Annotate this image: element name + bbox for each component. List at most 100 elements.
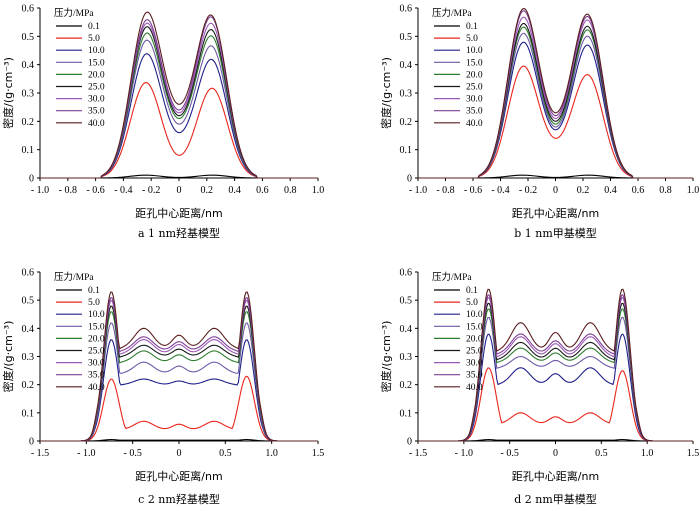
series-line-35.0: [40, 16, 318, 179]
x-tick-label: - 1.0: [77, 448, 95, 459]
legend-title: 压力/MPa: [432, 7, 472, 19]
x-tick-label: 1.5: [312, 448, 325, 459]
y-tick-label: 0.6: [22, 268, 35, 279]
legend-entry: 40.0: [466, 119, 483, 129]
legend-entry: 15.0: [466, 58, 483, 68]
y-axis-label: 密度/(g·cm⁻³): [1, 321, 15, 393]
series-line-15.0: [418, 316, 693, 442]
x-tick-label: - 1.5: [31, 448, 49, 459]
x-tick-label: 1.0: [687, 185, 700, 196]
y-tick-label: 0.4: [22, 324, 35, 335]
x-tick-label: - 0.8: [59, 185, 77, 196]
legend-entry: 10.0: [466, 46, 483, 56]
x-tick-label: 0.5: [595, 448, 608, 459]
y-tick-label: 0.5: [400, 296, 413, 307]
y-tick-label: 0.6: [400, 4, 413, 15]
chart-panel-b: 0 0.1 0.2 0.3 0.4 0.5 0.6 - 1.0 - 0.8 - 0.6 - 0.4-…: [379, 4, 699, 241]
legend-entry: 30.0: [88, 359, 105, 369]
legend-entry: 0.1: [466, 286, 478, 296]
y-tick-label: 0.2: [22, 380, 35, 391]
series-line-20.0: [40, 32, 318, 179]
panel-caption: d 2 nm甲基模型: [514, 492, 597, 506]
x-tick-label: - 0.8: [436, 185, 454, 196]
y-tick-label: 0.4: [400, 324, 413, 335]
x-tick-label: 0.8: [659, 185, 672, 196]
series-line-25.0: [418, 302, 693, 442]
y-tick-label: 0.2: [400, 117, 413, 128]
y-tick-label: 0.1: [400, 408, 413, 419]
y-tick-label: 0.3: [22, 89, 35, 100]
legend-entry: 30.0: [466, 95, 483, 105]
legend-entry: 35.0: [88, 371, 105, 381]
y-tick-label: 0.2: [22, 117, 35, 128]
x-tick-label: - 0.6: [86, 185, 104, 196]
legend-title: 压力/MPa: [54, 7, 94, 19]
legend-entry: 35.0: [466, 107, 483, 117]
y-tick-label: 0.1: [400, 145, 413, 156]
y-tick-label: 0: [29, 437, 34, 448]
series-line-15.0: [40, 322, 318, 442]
x-tick-label: - 0.2: [519, 185, 537, 196]
legend-entry: 15.0: [466, 322, 483, 332]
y-tick-label: 0.4: [400, 60, 413, 71]
y-tick-label: 0.2: [400, 380, 413, 391]
x-tick-label: 0.6: [632, 185, 645, 196]
series-line-35.0: [40, 297, 318, 442]
y-tick-label: 0.5: [22, 32, 35, 43]
y-tick-label: 0.1: [22, 145, 35, 156]
x-tick-label: - 0.5: [500, 448, 518, 459]
legend-entry: 0.1: [466, 22, 478, 32]
legend-entry: 0.1: [88, 22, 100, 32]
x-tick-label: 0.5: [219, 448, 232, 459]
legend-entry: 40.0: [88, 119, 105, 129]
panel-caption: c 2 nm羟基模型: [138, 492, 220, 506]
series-line-35.0: [418, 10, 693, 179]
legend-entry: 0.1: [88, 286, 100, 296]
y-tick-label: 0.3: [400, 89, 413, 100]
series-line-30.0: [418, 16, 693, 179]
chart-panel-c: 0 0.1 0.2 0.3 0.4 0.5 0.6 - 1.5 - 1.0 - 0.5 0 0.5 1.…: [1, 268, 324, 507]
y-tick-label: 0.6: [22, 4, 35, 15]
x-tick-label: - 0.6: [464, 185, 482, 196]
x-tick-label: 0.8: [284, 185, 297, 196]
x-tick-label: 1.5: [687, 448, 700, 459]
legend-entry: 5.0: [88, 34, 100, 44]
legend-entry: 30.0: [466, 359, 483, 369]
x-axis-label: 距孔中心距离/nm: [135, 206, 222, 220]
legend-entry: 5.0: [88, 298, 100, 308]
x-tick-label: 0: [553, 448, 558, 459]
chart-panel-a: 0 0.1 0.2 0.3 0.4 0.5 0.6 - 1.0 - 0.8 - 0.6 - 0.4-…: [1, 4, 324, 241]
series-line-40.0: [418, 7, 693, 179]
legend-entry: 25.0: [88, 83, 105, 93]
series-line-5.0: [418, 367, 693, 442]
series-line-5.0: [418, 65, 693, 179]
x-axis-label: 距孔中心距离/nm: [512, 206, 599, 220]
y-tick-label: 0.5: [400, 32, 413, 43]
legend-entry: 5.0: [466, 34, 478, 44]
legend-entry: 40.0: [466, 383, 483, 393]
x-tick-label: 0.4: [228, 185, 241, 196]
y-tick-label: 0: [407, 437, 412, 448]
legend-entry: 35.0: [88, 107, 105, 117]
legend-entry: 15.0: [88, 58, 105, 68]
x-tick-label: - 0.5: [123, 448, 141, 459]
panel-caption: b 1 nm甲基模型: [514, 226, 597, 240]
series-line-25.0: [418, 22, 693, 179]
x-tick-label: - 0.4: [491, 185, 509, 196]
y-tick-label: 0.3: [400, 352, 413, 363]
x-tick-label: 1.0: [312, 185, 325, 196]
y-axis-label: 密度/(g·cm⁻³): [379, 57, 393, 129]
series-line-30.0: [418, 297, 693, 442]
series-line-40.0: [40, 11, 318, 179]
y-tick-label: 0.1: [22, 408, 35, 419]
series-line-15.0: [40, 39, 318, 179]
legend-entry: 30.0: [88, 95, 105, 105]
series-line-30.0: [40, 299, 318, 442]
y-tick-label: 0.4: [22, 60, 35, 71]
legend-entry: 20.0: [466, 334, 483, 344]
legend-entry: 20.0: [88, 70, 105, 80]
y-tick-label: 0.6: [400, 268, 413, 279]
x-tick-label: - 0.4: [114, 185, 132, 196]
x-tick-label: - 0.2: [142, 185, 160, 196]
legend-entry: 15.0: [88, 322, 105, 332]
